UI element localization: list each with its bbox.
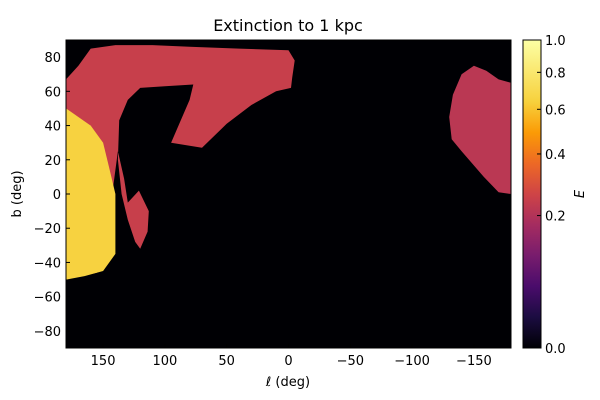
- y-ticks: 80 60 40 20 0 −20 −40 −60 −80: [34, 51, 70, 340]
- y-tick-label: −60: [34, 291, 61, 306]
- x-tick-label: −50: [337, 354, 364, 369]
- y-tick-label: 40: [44, 120, 61, 135]
- colorbar-tick-label: 1.0: [545, 34, 566, 49]
- x-tick-label: 100: [152, 354, 177, 369]
- x-tick-label: −100: [394, 354, 430, 369]
- colorbar-tick-label: 0.8: [545, 66, 566, 81]
- x-tick-label: −150: [456, 354, 492, 369]
- extinction-region-0: [66, 45, 295, 280]
- y-tick-label: 80: [44, 51, 61, 66]
- y-tick-label: 0: [53, 188, 61, 203]
- colorbar-ticks: 1.0 0.8 0.6 0.4 0.2 0.0: [537, 34, 566, 357]
- y-tick-label: −80: [34, 325, 61, 340]
- x-ticks: 150 100 50 0 −50 −100 −150: [91, 344, 492, 369]
- y-tick-label: 60: [44, 85, 61, 100]
- chart-title: Extinction to 1 kpc: [213, 16, 363, 35]
- colorbar-tick-label: 0.6: [545, 103, 566, 118]
- extinction-region-1: [449, 65, 511, 194]
- colorbar-label: E: [573, 189, 588, 198]
- colorbar-tick-label: 0.4: [545, 148, 566, 163]
- x-tick-label: 50: [218, 354, 235, 369]
- y-tick-label: 20: [44, 154, 61, 169]
- y-axis-label: b (deg): [10, 170, 25, 217]
- y-tick-label: −20: [34, 222, 61, 237]
- x-tick-label: 0: [284, 354, 292, 369]
- colorbar: [522, 39, 542, 349]
- heatmap-regions: [66, 45, 511, 280]
- colorbar-tick-label: 0.2: [545, 210, 566, 225]
- colorbar-tick-label: 0.0: [545, 342, 566, 357]
- extinction-region-2: [66, 108, 116, 280]
- x-tick-label: 150: [91, 354, 116, 369]
- y-tick-label: −40: [34, 256, 61, 271]
- x-axis-label: ℓ (deg): [265, 375, 310, 390]
